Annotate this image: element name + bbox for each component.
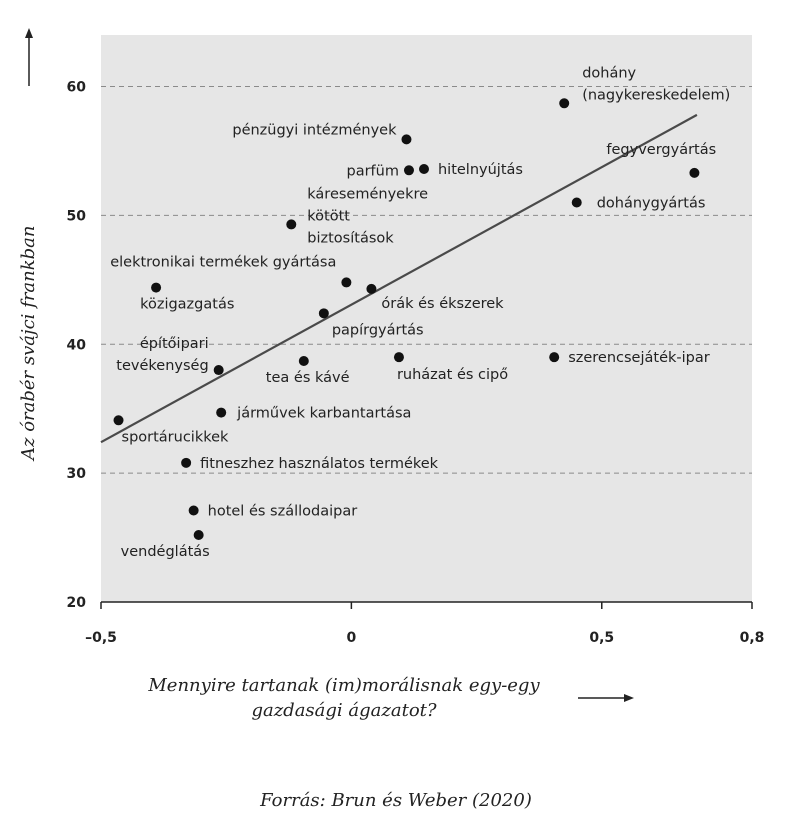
point-label: dohánygyártás — [597, 196, 706, 212]
data-point — [213, 365, 224, 376]
point-label: fitneszhez használatos termékek — [200, 456, 439, 472]
data-point — [549, 352, 560, 363]
plot-area — [101, 35, 752, 602]
y-tick-label: 30 — [67, 466, 87, 482]
data-point — [418, 164, 429, 175]
point-label: elektronikai termékek gyártása — [110, 254, 336, 270]
y-tick-label: 50 — [67, 208, 87, 224]
point-label: vendéglátás — [121, 544, 210, 560]
data-point — [403, 165, 414, 176]
y-tick-label: 20 — [67, 595, 87, 611]
data-point — [188, 505, 199, 516]
source-note: Forrás: Brun és Weber (2020) — [259, 790, 532, 811]
point-label: építőipari tevékenység — [116, 336, 208, 374]
point-label: hotel és szállodaipar — [208, 504, 358, 520]
x-tick-label: 0 — [347, 630, 357, 646]
y-tick-label: 40 — [67, 337, 87, 353]
point-label: ruházat és cipő — [397, 367, 508, 383]
point-label: órák és ékszerek — [381, 296, 504, 312]
y-axis-title: Az órabér svájci frankban — [18, 225, 39, 462]
x-axis-title-line-1: Mennyire tartanak (im)morálisnak egy-egy — [147, 675, 540, 696]
point-label: közigazgatás — [140, 297, 234, 313]
data-point — [193, 529, 204, 540]
trend-line — [100, 113, 698, 444]
data-point — [401, 134, 412, 145]
point-label: hitelnyújtás — [438, 162, 523, 178]
data-point — [571, 197, 582, 208]
data-point — [393, 352, 404, 363]
point-label: járművek karbantartása — [236, 406, 411, 422]
point-label: sportárucikkek — [122, 429, 230, 445]
data-point — [151, 282, 162, 293]
y-tick-label: 60 — [67, 80, 87, 96]
data-point — [216, 407, 227, 418]
y-axis-arrowhead — [25, 28, 33, 38]
x-tick-label: 0,5 — [589, 630, 614, 646]
point-label: szerencsejáték-ipar — [568, 350, 710, 366]
data-point — [318, 308, 329, 319]
point-label: parfüm — [346, 163, 398, 179]
data-point — [286, 219, 297, 230]
x-axis-arrowhead — [624, 694, 634, 702]
data-point — [689, 167, 700, 178]
point-label: fegyvergyártás — [606, 142, 716, 158]
point-label: dohány (nagykereskedelem) — [582, 65, 730, 103]
data-point — [559, 98, 570, 109]
point-label: tea és kávé — [266, 370, 350, 386]
data-point — [298, 356, 309, 367]
data-point — [113, 415, 124, 426]
x-axis-title-line-2: gazdasági ágazatot? — [251, 700, 436, 721]
data-point — [341, 277, 352, 288]
data-point — [181, 457, 192, 468]
x-tick-label: 0,8 — [740, 630, 765, 646]
point-label: pénzügyi intézmények — [232, 122, 397, 138]
data-point — [366, 283, 377, 294]
point-label: papírgyártás — [332, 322, 424, 338]
point-label: káreseményekre kötött biztosítások — [307, 186, 428, 246]
x-tick-label: –0,5 — [85, 630, 117, 646]
